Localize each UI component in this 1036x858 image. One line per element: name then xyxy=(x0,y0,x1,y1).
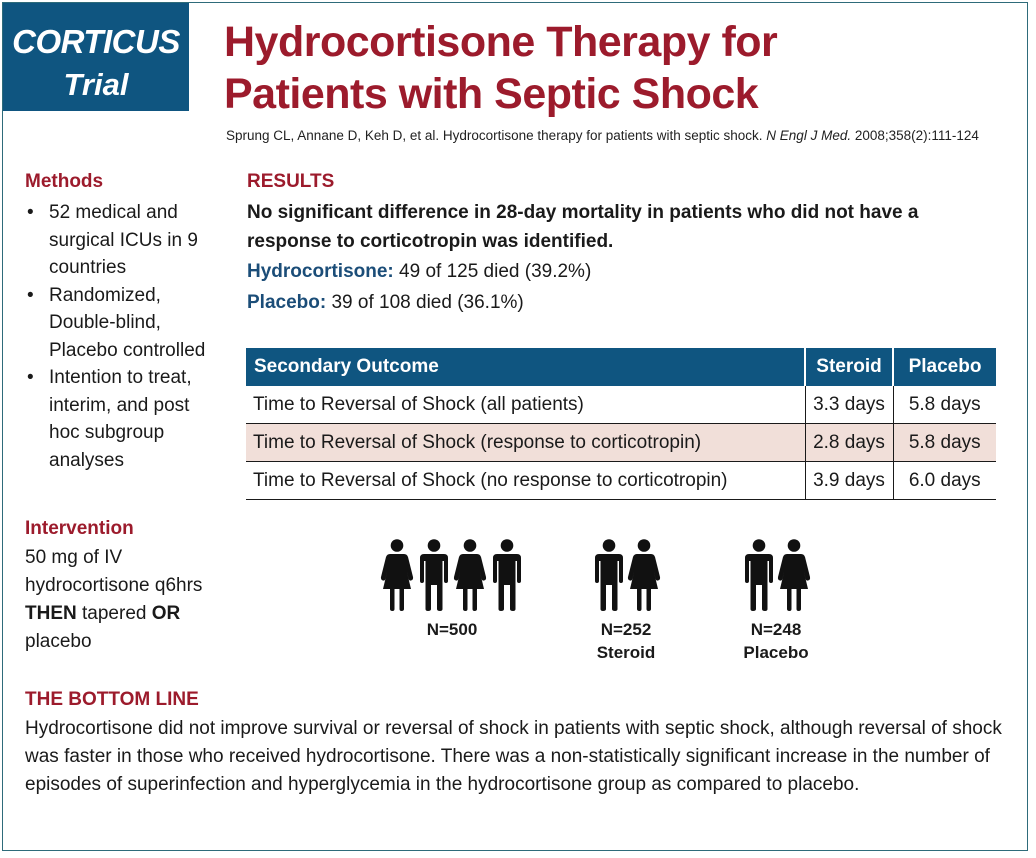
intervention-heading: Intervention xyxy=(25,518,134,539)
hydrocortisone-label: Hydrocortisone: xyxy=(247,261,394,282)
hydrocortisone-result: Hydrocortisone: 49 of 125 died (39.2%) xyxy=(247,256,1007,287)
citation-ref: 2008;358(2):111-124 xyxy=(851,128,979,143)
pair-of-people-icon xyxy=(595,539,661,611)
header-outcome: Secondary Outcome xyxy=(246,348,805,386)
table-row: Time to Reversal of Shock (all patients)… xyxy=(246,386,996,424)
placebo-result: Placebo: 39 of 108 died (36.1%) xyxy=(247,287,1007,318)
placebo-label: Placebo: xyxy=(247,292,327,313)
hydrocortisone-value: 49 of 125 died (39.2%) xyxy=(393,261,592,282)
table-row: Time to Reversal of Shock (no response t… xyxy=(246,461,996,500)
intervention-then: THEN xyxy=(25,603,77,624)
header-placebo: Placebo xyxy=(892,348,996,386)
group-n: N=252 xyxy=(600,620,652,639)
placebo-cell: 5.8 days xyxy=(892,386,996,424)
placebo-cell: 5.8 days xyxy=(892,423,996,462)
placebo-value: 39 of 108 died (36.1%) xyxy=(326,292,524,313)
citation-journal: N Engl J Med. xyxy=(766,128,852,143)
intervention-text: 50 mg of IV hydrocortisone q6hrs THEN ta… xyxy=(25,544,235,656)
intervention-section: Intervention 50 mg of IV hydrocortisone … xyxy=(25,518,235,656)
pair-of-people-icon xyxy=(745,539,811,611)
group-n: N=500 xyxy=(426,620,478,639)
outcome-cell: Time to Reversal of Shock (no response t… xyxy=(246,461,805,500)
results-heading: RESULTS xyxy=(247,171,335,192)
trial-name: CORTICUS xyxy=(12,23,180,60)
outcome-cell: Time to Reversal of Shock (response to c… xyxy=(246,423,805,462)
results-section: RESULTS No significant difference in 28-… xyxy=(247,171,1007,318)
steroid-group: N=252 Steroid xyxy=(588,538,664,664)
table-header-row: Secondary Outcome Steroid Placebo xyxy=(246,348,996,386)
bottom-line-text: Hydrocortisone did not improve survival … xyxy=(25,718,1002,795)
group-n: N=248 xyxy=(750,620,802,639)
methods-section: Methods 52 medical and surgical ICUs in … xyxy=(25,171,225,474)
methods-list: 52 medical and surgical ICUs in 9 countr… xyxy=(25,199,225,474)
methods-item: 52 medical and surgical ICUs in 9 countr… xyxy=(25,199,225,282)
group-of-four-people-icon xyxy=(380,539,521,611)
citation: Sprung CL, Annane D, Keh D, et al. Hydro… xyxy=(226,128,979,143)
header-steroid: Steroid xyxy=(804,348,893,386)
methods-item: Randomized, Double-blind, Placebo contro… xyxy=(25,282,225,365)
placebo-group: N=248 Placebo xyxy=(738,538,814,664)
methods-item: Intention to treat, interim, and post ho… xyxy=(25,364,225,474)
bottom-line-section: THE BOTTOM LINE Hydrocortisone did not i… xyxy=(25,689,1015,799)
group-label: Placebo xyxy=(743,643,809,662)
secondary-outcome-table: Secondary Outcome Steroid Placebo Time t… xyxy=(246,348,996,500)
trial-word: Trial xyxy=(63,67,129,102)
intervention-part: 50 mg of IV hydrocortisone q6hrs xyxy=(25,547,203,596)
title-line-1: Hydrocortisone Therapy for xyxy=(224,18,778,66)
trial-tag: CORTICUS Trial xyxy=(3,3,189,111)
page-border xyxy=(2,2,1028,851)
group-label: Steroid xyxy=(596,643,656,662)
results-lead: No significant difference in 28-day mort… xyxy=(247,202,919,252)
total-group: N=500 xyxy=(380,538,524,641)
outcome-cell: Time to Reversal of Shock (all patients) xyxy=(246,386,805,424)
methods-heading: Methods xyxy=(25,171,104,192)
intervention-or: OR xyxy=(151,603,181,624)
steroid-cell: 3.3 days xyxy=(804,386,893,424)
steroid-cell: 3.9 days xyxy=(804,461,893,500)
placebo-cell: 6.0 days xyxy=(892,461,996,500)
title-line-2: Patients with Septic Shock xyxy=(224,70,759,118)
intervention-part: placebo xyxy=(25,631,92,652)
steroid-cell: 2.8 days xyxy=(804,423,893,462)
page-title: Hydrocortisone Therapy for Patients with… xyxy=(224,16,944,120)
intervention-part: tapered xyxy=(76,603,152,624)
bottom-line-heading: THE BOTTOM LINE xyxy=(25,689,199,710)
table-row: Time to Reversal of Shock (response to c… xyxy=(246,423,996,462)
citation-text: Sprung CL, Annane D, Keh D, et al. Hydro… xyxy=(226,128,767,143)
